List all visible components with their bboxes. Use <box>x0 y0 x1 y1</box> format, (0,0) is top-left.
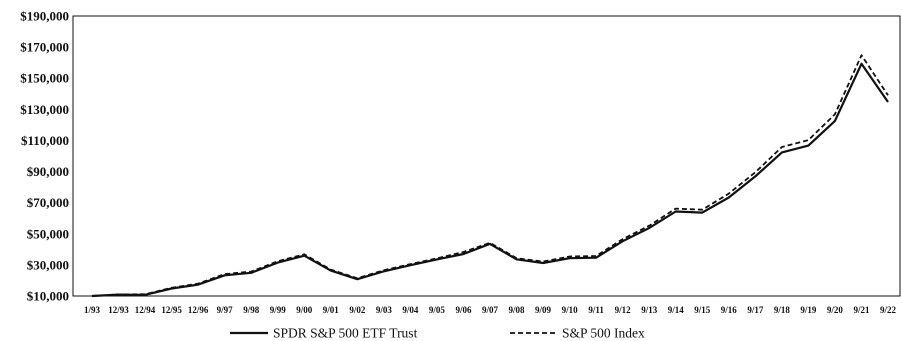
x-tick-label: 12/93 <box>108 305 129 315</box>
x-tick-label: 9/21 <box>853 305 870 315</box>
x-tick-label: 9/17 <box>747 305 764 315</box>
x-tick-label: 9/16 <box>721 305 738 315</box>
y-tick-label: $110,000 <box>21 133 69 148</box>
y-tick-label: $10,000 <box>27 289 69 304</box>
x-tick-label: 9/14 <box>668 305 685 315</box>
legend-label-2: S&P 500 Index <box>562 326 645 341</box>
legend: SPDR S&P 500 ETF Trust S&P 500 Index <box>230 326 645 341</box>
x-tick-label: 9/13 <box>641 305 658 315</box>
legend-label-1: SPDR S&P 500 ETF Trust <box>273 326 418 341</box>
x-tick-label: 9/10 <box>562 305 579 315</box>
y-tick-label: $150,000 <box>20 71 69 86</box>
x-tick-label: 9/19 <box>800 305 817 315</box>
x-tick-label: 12/95 <box>161 305 182 315</box>
x-tick-label: 9/02 <box>349 305 366 315</box>
plot-border <box>72 15 901 297</box>
y-tick-label: $70,000 <box>27 195 69 210</box>
x-tick-label: 9/98 <box>243 305 260 315</box>
x-tick-label: 9/07 <box>482 305 499 315</box>
series-line-2 <box>91 54 889 297</box>
y-axis: $10,000 $30,000 $50,000 $70,000 $90,000 $110,… <box>20 9 69 304</box>
x-tick-label: 1/93 <box>84 305 101 315</box>
x-tick-label: 9/11 <box>588 305 604 315</box>
x-tick-label: 9/99 <box>270 305 287 315</box>
y-tick-label: $190,000 <box>20 9 69 24</box>
x-tick-label: 9/01 <box>323 305 340 315</box>
x-tick-label: 9/09 <box>535 305 552 315</box>
x-tick-label: 9/06 <box>455 305 472 315</box>
y-tick-label: $90,000 <box>27 164 69 179</box>
x-tick-label: 9/20 <box>827 305 844 315</box>
x-tick-label: 9/00 <box>296 305 313 315</box>
x-tick-label: 9/12 <box>615 305 632 315</box>
x-tick-label: 9/22 <box>880 305 897 315</box>
x-axis: 1/93 12/93 12/94 12/95 12/96 9/97 9/98 9/99 9/00… <box>84 305 897 315</box>
x-tick-label: 9/03 <box>376 305 393 315</box>
series-layer <box>91 54 889 298</box>
y-tick-label: $30,000 <box>27 257 69 272</box>
plot-frame <box>72 15 901 297</box>
y-tick-label: $130,000 <box>20 102 69 117</box>
series-line-1 <box>91 62 889 298</box>
x-tick-label: 12/94 <box>135 305 156 315</box>
y-tick-label: $170,000 <box>20 40 69 55</box>
x-tick-label: 9/97 <box>217 305 234 315</box>
x-tick-label: 9/08 <box>509 305 526 315</box>
x-tick-label: 9/04 <box>402 305 419 315</box>
y-tick-label: $50,000 <box>27 226 69 241</box>
x-tick-label: 9/15 <box>694 305 711 315</box>
x-tick-label: 12/96 <box>188 305 209 315</box>
x-tick-label: 9/05 <box>429 305 446 315</box>
x-tick-label: 9/18 <box>774 305 791 315</box>
